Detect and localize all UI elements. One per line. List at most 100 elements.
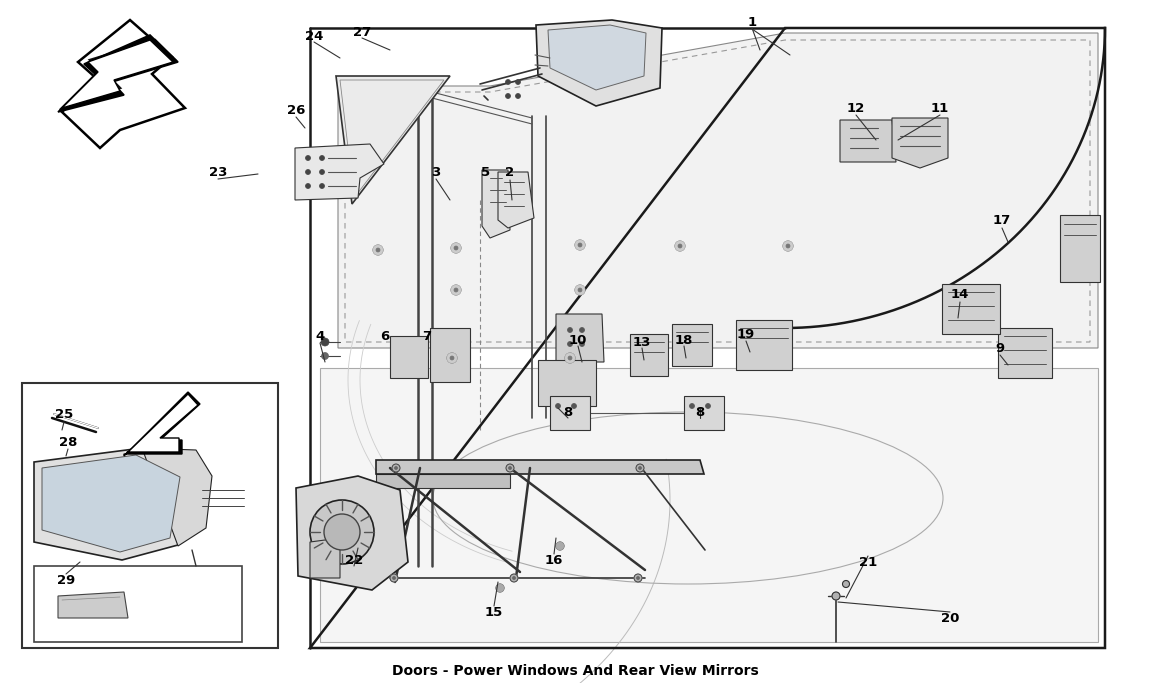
Polygon shape — [296, 144, 384, 200]
Circle shape — [572, 404, 576, 408]
Text: 9: 9 — [996, 342, 1005, 354]
Polygon shape — [140, 448, 212, 546]
Circle shape — [578, 288, 582, 292]
Circle shape — [322, 352, 329, 359]
Text: 26: 26 — [286, 104, 305, 117]
Circle shape — [515, 79, 521, 85]
Text: 23: 23 — [209, 165, 228, 178]
Circle shape — [392, 464, 400, 472]
Text: 2: 2 — [506, 165, 514, 178]
Polygon shape — [536, 20, 662, 106]
Text: 22: 22 — [345, 553, 363, 566]
Polygon shape — [376, 460, 704, 474]
Polygon shape — [630, 334, 668, 376]
Circle shape — [320, 156, 324, 161]
Polygon shape — [498, 172, 534, 228]
Text: 4: 4 — [315, 329, 324, 342]
Text: 8: 8 — [696, 406, 705, 419]
Text: 24: 24 — [305, 29, 323, 42]
Text: 8: 8 — [564, 406, 573, 419]
Polygon shape — [126, 394, 198, 453]
Circle shape — [508, 466, 512, 469]
Circle shape — [390, 574, 398, 582]
Circle shape — [306, 184, 311, 189]
Text: 16: 16 — [545, 553, 564, 566]
Polygon shape — [336, 76, 450, 204]
Polygon shape — [43, 455, 181, 552]
Polygon shape — [60, 40, 175, 110]
Circle shape — [509, 574, 518, 582]
Circle shape — [513, 576, 515, 579]
Circle shape — [306, 156, 311, 161]
Circle shape — [638, 466, 642, 469]
Circle shape — [636, 464, 644, 472]
Text: 12: 12 — [846, 102, 865, 115]
Circle shape — [843, 581, 850, 587]
Polygon shape — [482, 170, 509, 238]
Bar — [34, 566, 242, 642]
Text: 21: 21 — [859, 555, 877, 568]
Circle shape — [320, 169, 324, 174]
Circle shape — [567, 342, 573, 346]
Circle shape — [394, 466, 398, 469]
Circle shape — [310, 500, 374, 564]
Polygon shape — [296, 476, 408, 590]
Polygon shape — [555, 314, 604, 362]
Text: 29: 29 — [56, 574, 75, 587]
Circle shape — [678, 244, 682, 248]
Circle shape — [454, 288, 458, 292]
Circle shape — [783, 241, 794, 251]
Circle shape — [506, 464, 514, 472]
Circle shape — [565, 353, 575, 363]
Bar — [22, 383, 278, 648]
Circle shape — [321, 338, 329, 346]
Polygon shape — [58, 35, 178, 112]
Text: 13: 13 — [632, 335, 651, 348]
Text: 18: 18 — [675, 333, 693, 346]
Circle shape — [55, 617, 61, 622]
Circle shape — [496, 584, 504, 592]
Text: 1: 1 — [748, 16, 757, 29]
Circle shape — [705, 404, 711, 408]
Circle shape — [690, 404, 695, 408]
Circle shape — [392, 576, 396, 579]
Circle shape — [580, 342, 584, 346]
Circle shape — [77, 619, 83, 624]
Circle shape — [575, 240, 585, 250]
Polygon shape — [376, 474, 509, 488]
Polygon shape — [684, 396, 724, 430]
Circle shape — [376, 248, 380, 252]
Circle shape — [324, 514, 360, 550]
Text: 6: 6 — [381, 329, 390, 342]
Polygon shape — [672, 324, 712, 366]
Circle shape — [515, 94, 521, 98]
Text: 28: 28 — [59, 436, 77, 449]
Circle shape — [575, 285, 585, 295]
Polygon shape — [998, 328, 1052, 378]
Text: 11: 11 — [930, 102, 949, 115]
Circle shape — [785, 244, 790, 248]
Circle shape — [555, 542, 563, 550]
Circle shape — [567, 328, 573, 333]
Polygon shape — [58, 592, 128, 618]
Polygon shape — [62, 40, 172, 108]
Text: 27: 27 — [353, 25, 371, 38]
Circle shape — [580, 328, 584, 333]
Circle shape — [373, 245, 383, 255]
Polygon shape — [550, 396, 590, 430]
Polygon shape — [942, 284, 1000, 334]
Polygon shape — [736, 320, 792, 370]
Circle shape — [675, 241, 685, 251]
Polygon shape — [892, 118, 948, 168]
Text: 5: 5 — [482, 165, 491, 178]
Text: 14: 14 — [951, 288, 969, 301]
Circle shape — [578, 243, 582, 247]
Polygon shape — [390, 336, 428, 378]
Circle shape — [447, 353, 457, 363]
Polygon shape — [310, 538, 340, 578]
Text: 17: 17 — [992, 214, 1011, 227]
Text: Doors - Power Windows And Rear View Mirrors: Doors - Power Windows And Rear View Mirr… — [392, 664, 758, 678]
Polygon shape — [430, 328, 470, 382]
Circle shape — [189, 545, 196, 551]
Text: 19: 19 — [737, 329, 756, 342]
